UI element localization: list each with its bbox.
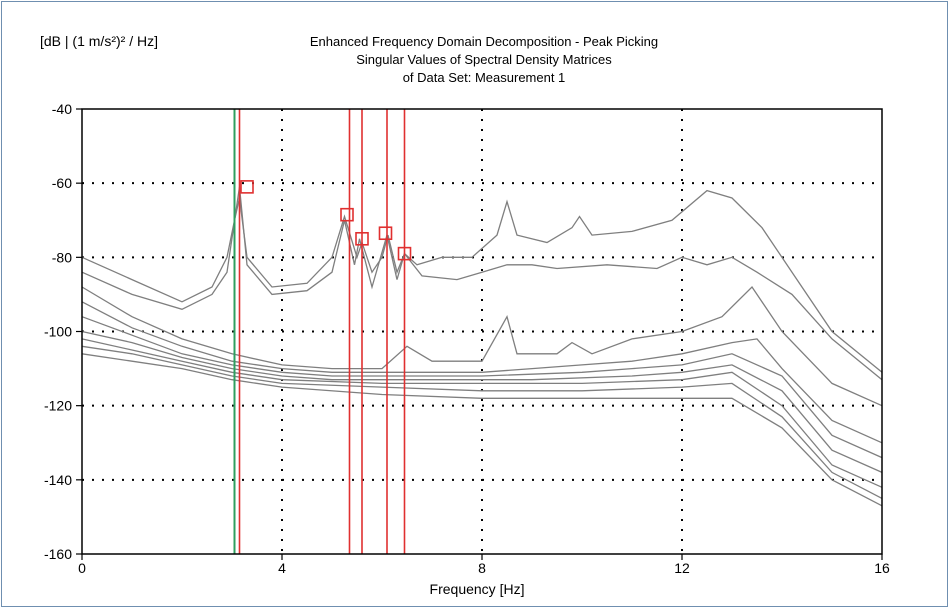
series-line-6 [81,330,883,473]
series-line-2 [81,186,883,381]
x-tick-label: 16 [874,560,890,576]
series-line-7 [81,338,883,488]
y-tick-label: -160 [44,546,72,562]
chart-title-line-1: Enhanced Frequency Domain Decomposition … [310,34,658,49]
x-tick-label: 0 [78,560,86,576]
series-line-5 [81,316,883,459]
chart-title-line-2: Singular Values of Spectral Density Matr… [356,52,612,67]
series-line-4 [81,301,883,444]
peak-marker[interactable] [355,231,369,246]
y-tick-label: -100 [44,324,72,340]
plot-area: -40 -60 -80 -100 -120 -140 -160 0 4 8 12 16 [44,101,890,576]
y-tick-label: -60 [52,175,72,191]
peak-marker[interactable] [340,207,354,222]
y-tick-label: -40 [52,101,72,117]
peak-marker[interactable] [378,226,393,241]
peak-marker[interactable] [240,180,254,194]
y-axis-label: [dB | (1 m/s²)² / Hz] [40,33,158,49]
series-line-8 [81,345,883,499]
chart-title-line-3: of Data Set: Measurement 1 [403,70,566,85]
series-line-3 [81,285,883,407]
x-tick-label: 8 [478,560,486,576]
y-tick-label: -140 [44,472,72,488]
peak-marker[interactable] [397,246,412,261]
y-tick-label: -80 [52,249,72,265]
y-tick-label: -120 [44,398,72,414]
series-line-9 [81,353,883,507]
x-axis-label: Frequency [Hz] [430,581,525,597]
x-tick-label: 4 [278,560,286,576]
x-tick-label: 12 [674,560,690,576]
